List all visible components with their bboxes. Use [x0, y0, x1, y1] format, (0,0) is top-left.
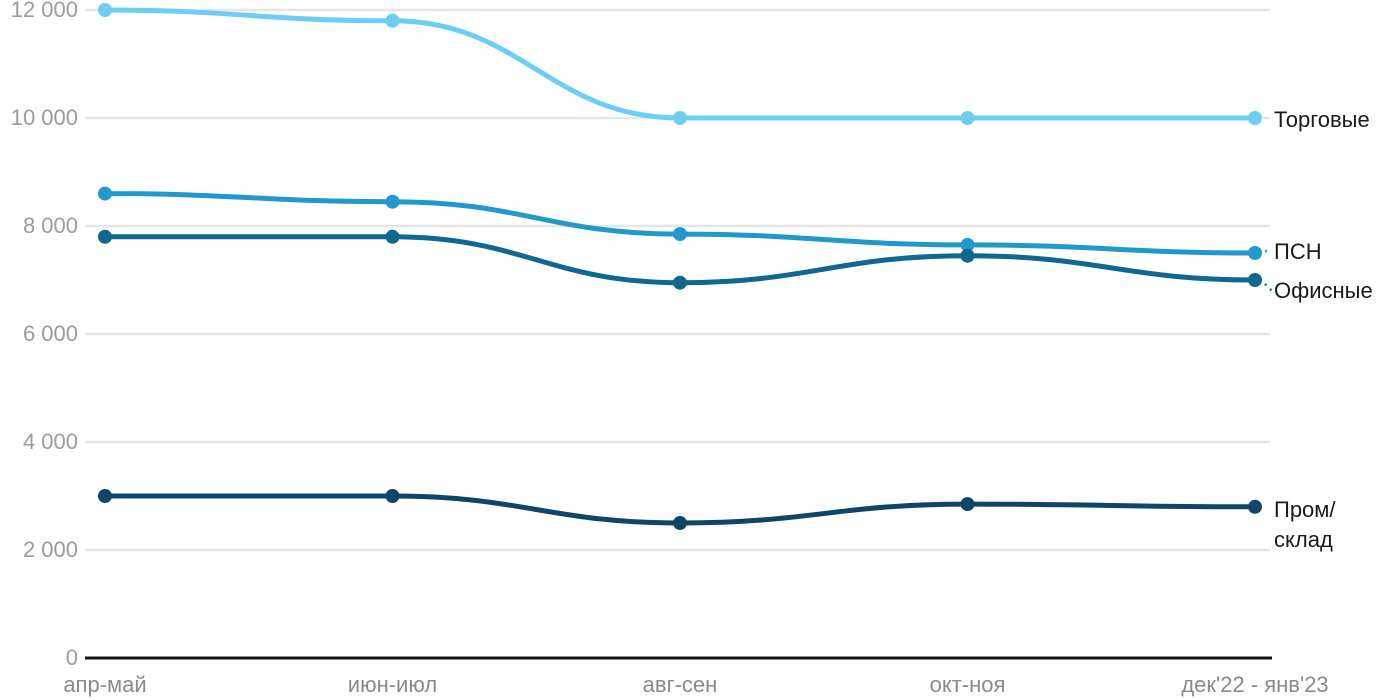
data-point[interactable]: [960, 248, 975, 263]
data-point[interactable]: [385, 489, 400, 503]
y-axis-tick-label: 0: [65, 645, 78, 670]
x-axis-tick-label: окт-ноя: [929, 672, 1006, 697]
data-point[interactable]: [98, 186, 112, 201]
y-axis-tick-label: 4 000: [22, 429, 78, 454]
data-point[interactable]: [960, 111, 975, 125]
series-line: [102, 191, 1258, 256]
data-point[interactable]: [98, 3, 112, 17]
y-axis-tick-label: 6 000: [22, 321, 78, 346]
data-point[interactable]: [385, 229, 400, 244]
series-label: Пром/склад: [1274, 496, 1336, 552]
data-point[interactable]: [1248, 111, 1262, 125]
data-point[interactable]: [1248, 273, 1262, 287]
data-point[interactable]: [1248, 246, 1262, 260]
y-axis-tick-label: 2 000: [22, 537, 78, 562]
data-point[interactable]: [960, 497, 975, 512]
x-axis-tick-label: авг-сен: [642, 672, 718, 697]
data-point[interactable]: [673, 516, 687, 530]
data-point[interactable]: [98, 229, 112, 244]
x-axis-tick-label: июн-июл: [347, 672, 438, 697]
x-axis-tick-label: апр-май: [63, 672, 147, 697]
data-point[interactable]: [673, 111, 687, 125]
data-point[interactable]: [673, 275, 687, 290]
y-axis-tick-label: 8 000: [22, 213, 78, 238]
label-leader-line: [1264, 283, 1273, 292]
y-axis-tick-label: 12 000: [10, 0, 78, 22]
data-point[interactable]: [385, 13, 400, 28]
data-point[interactable]: [1248, 499, 1262, 514]
data-point[interactable]: [960, 237, 975, 252]
series-label: Офисные: [1274, 278, 1373, 303]
series-line: [102, 7, 1258, 121]
series-label: ПСН: [1274, 239, 1322, 264]
data-point[interactable]: [98, 489, 112, 503]
data-point[interactable]: [385, 194, 400, 209]
y-axis-tick-label: 10 000: [10, 105, 78, 130]
data-point[interactable]: [673, 227, 687, 242]
x-axis-tick-label: дек'22 - янв'23: [1181, 672, 1329, 697]
label-leader-line: [1264, 249, 1273, 254]
series-label: Торговые: [1274, 107, 1370, 132]
